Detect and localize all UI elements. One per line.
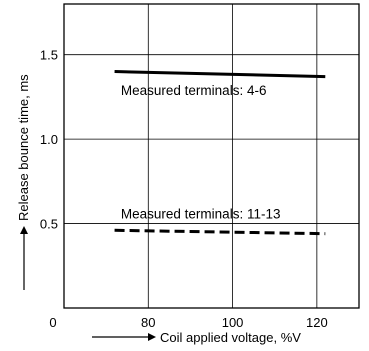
annotation-label: Measured terminals: 11-13: [121, 206, 281, 221]
x-tick-label: 100: [222, 315, 244, 330]
y-axis-title: Release bounce time, ms: [16, 74, 31, 221]
series-layer: [114, 70, 326, 236]
tick-layer: 80 100 120 0.5 1.0 1.5: [40, 48, 328, 330]
grid-lines: [64, 4, 359, 308]
x-tick-label: 80: [141, 315, 155, 330]
series-line-1: [114, 70, 326, 79]
y-tick-label: 1.0: [40, 132, 58, 147]
annotation-layer: Measured terminals: 4-6 Measured terminal…: [121, 83, 281, 221]
origin-label: 0: [49, 315, 56, 330]
annotation-label: Measured terminals: 4-6: [121, 83, 267, 98]
y-tick-label: 1.5: [40, 48, 58, 63]
series-line-2: [114, 228, 326, 236]
x-tick-label: 120: [306, 315, 328, 330]
y-tick-label: 0.5: [40, 217, 58, 232]
x-axis-title: Coil applied voltage, %V: [160, 330, 301, 345]
plot-frame: [63, 3, 360, 309]
